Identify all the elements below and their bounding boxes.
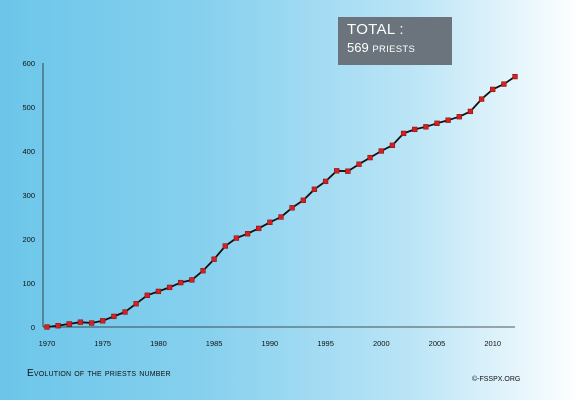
data-point xyxy=(244,231,251,237)
x-tick-label: 2000 xyxy=(373,339,390,348)
y-tick-label: 0 xyxy=(31,323,35,332)
x-tick-label: 1970 xyxy=(39,339,56,348)
data-point xyxy=(66,321,72,327)
data-point xyxy=(178,279,184,286)
data-point xyxy=(233,235,240,241)
x-tick-label: 1990 xyxy=(262,339,279,348)
data-point xyxy=(300,197,306,203)
data-point xyxy=(100,318,106,324)
data-point xyxy=(44,324,50,330)
data-point xyxy=(166,284,173,291)
credit-text: ©-FSSPX.ORG xyxy=(472,376,521,383)
data-point xyxy=(111,313,117,320)
data-point xyxy=(478,96,485,102)
total-title: TOTAL : xyxy=(347,21,404,38)
data-point xyxy=(322,178,329,185)
y-tick-label: 400 xyxy=(22,147,35,156)
data-point xyxy=(155,288,162,295)
data-point xyxy=(334,168,340,174)
data-point xyxy=(412,126,418,133)
data-point xyxy=(88,320,95,326)
data-point xyxy=(200,268,206,274)
x-tick-label: 2005 xyxy=(429,339,446,348)
y-tick-label: 200 xyxy=(22,235,35,244)
data-point xyxy=(490,86,496,93)
x-tick-label: 1980 xyxy=(150,339,167,348)
y-tick-label: 500 xyxy=(22,103,35,112)
x-tick-label: 2010 xyxy=(484,339,501,348)
data-point xyxy=(434,120,440,126)
chart-title: Evolution of the priests number xyxy=(27,368,171,379)
data-point xyxy=(256,225,262,232)
series-line-layer xyxy=(46,75,516,328)
data-point xyxy=(267,219,273,225)
data-point xyxy=(423,124,429,130)
data-point xyxy=(289,205,295,211)
data-point xyxy=(389,142,396,148)
data-point xyxy=(345,168,351,174)
x-tick-label: 1975 xyxy=(94,339,111,348)
data-point xyxy=(122,309,128,315)
y-tick-label: 100 xyxy=(22,279,35,288)
total-unit: PRIESTS xyxy=(372,44,416,55)
data-point xyxy=(222,243,228,249)
data-point xyxy=(311,186,318,192)
data-point xyxy=(144,292,150,298)
data-point xyxy=(278,214,284,220)
y-tick-label: 300 xyxy=(22,191,35,200)
data-point xyxy=(456,114,462,120)
data-point xyxy=(400,130,407,137)
total-value: 569 xyxy=(347,40,369,55)
data-point xyxy=(501,81,507,87)
total-value-line: 569 PRIESTS xyxy=(347,38,443,60)
data-point xyxy=(367,154,373,161)
x-tick-label: 1995 xyxy=(317,339,334,348)
data-points xyxy=(44,73,518,330)
data-point xyxy=(467,108,474,115)
data-point xyxy=(356,161,362,167)
data-point xyxy=(378,148,384,154)
axes: 0 100 200 300 400 500 600 1970 1975 1980 1985 1990 1… xyxy=(22,59,515,348)
data-point xyxy=(211,256,217,262)
data-point xyxy=(512,73,518,80)
y-tick-label: 600 xyxy=(22,59,35,68)
series-line xyxy=(46,75,516,328)
x-tick-label: 1985 xyxy=(206,339,223,348)
total-box: TOTAL : 569 PRIESTS xyxy=(338,17,452,65)
data-point xyxy=(77,319,84,325)
data-point xyxy=(445,117,451,123)
data-point xyxy=(133,301,139,307)
data-point xyxy=(189,277,195,283)
data-point xyxy=(55,323,61,329)
